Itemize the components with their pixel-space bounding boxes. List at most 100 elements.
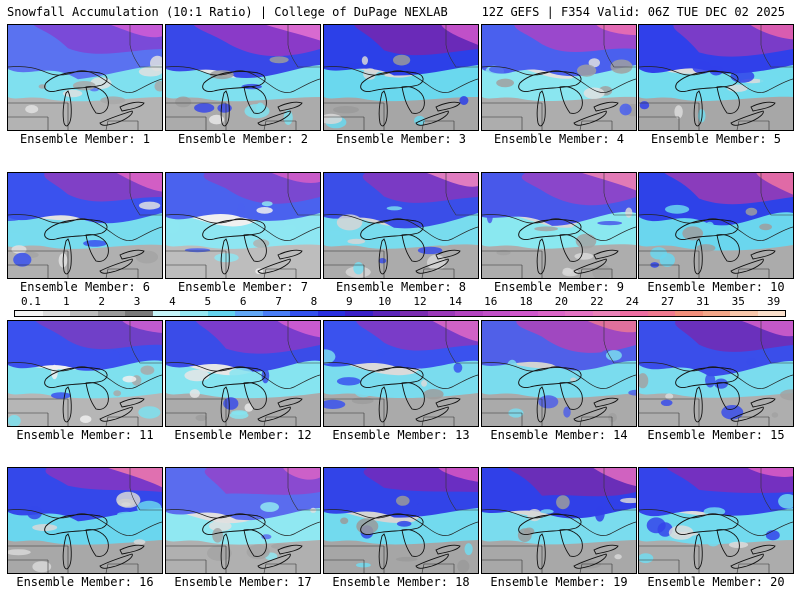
colorbar-swatch — [427, 311, 455, 316]
snow-blob — [189, 389, 200, 398]
snow-blob — [421, 380, 428, 387]
snow-band-extreme — [111, 25, 162, 38]
great-lake-outline — [675, 71, 739, 92]
colorbar-tick-label: 20 — [554, 295, 569, 308]
colorbar-tick-label: 10 — [378, 295, 392, 308]
snow-blob — [410, 492, 420, 506]
ensemble-member-label: Ensemble Member: 4 — [493, 132, 625, 146]
colorbar-tick-label: 2 — [98, 295, 105, 308]
great-lake-outline — [62, 533, 72, 570]
colorbar-swatch — [565, 311, 593, 316]
snowfall-map — [8, 25, 162, 130]
colorbar-tick-label: 6 — [239, 295, 247, 308]
province-border — [760, 468, 793, 511]
ensemble-member-label: Ensemble Member: 16 — [16, 575, 154, 589]
great-lake-outline — [99, 110, 133, 126]
colorbar-swatch — [42, 311, 70, 316]
province-border — [287, 321, 320, 364]
great-lake-outline — [243, 529, 267, 557]
snow-band-very-heavy — [661, 468, 793, 494]
ensemble-member-label: Ensemble Member: 15 — [647, 428, 785, 442]
colorbar-swatch — [97, 311, 125, 316]
great-lake-outline — [220, 238, 230, 275]
province-border — [445, 321, 478, 364]
great-lake-outline — [85, 382, 109, 410]
colorbar-swatch — [592, 311, 620, 316]
great-lake-outline — [360, 367, 424, 388]
snow-blob — [8, 232, 25, 248]
snow-blob — [639, 101, 650, 110]
snow-blob — [771, 222, 778, 239]
ensemble-member-map — [165, 467, 321, 574]
snowfall-map — [324, 468, 478, 573]
snow-blob — [293, 526, 318, 539]
ensemble-member-map — [7, 24, 163, 131]
colorbar-swatch — [262, 311, 290, 316]
snowfall-map — [8, 468, 162, 573]
great-lake-outline — [401, 86, 425, 114]
snow-blob — [363, 68, 377, 80]
great-lake-outline — [257, 258, 291, 274]
snow-blob — [780, 389, 793, 401]
great-lake-outline — [360, 514, 424, 535]
ensemble-member-label: Ensemble Member: 11 — [16, 428, 154, 442]
snow-blob — [214, 253, 239, 263]
snow-blob — [620, 497, 636, 504]
snowfall-map — [166, 25, 320, 130]
ensemble-member-map — [165, 320, 321, 427]
ensemble-member-label: Ensemble Member: 3 — [335, 132, 467, 146]
ensemble-member-map — [481, 320, 637, 427]
snow-blob — [324, 399, 346, 409]
international-border — [324, 509, 478, 536]
colorbar-swatch — [620, 311, 648, 316]
snow-blob — [344, 62, 364, 69]
international-border — [166, 509, 320, 536]
snow-blob — [453, 362, 463, 373]
snow-blob — [540, 509, 554, 514]
snow-blob — [51, 364, 58, 380]
snow-blob — [563, 406, 571, 418]
snow-blob — [393, 54, 411, 66]
snow-blob — [778, 494, 793, 509]
ensemble-member-map — [481, 24, 637, 131]
snow-blob — [256, 207, 273, 214]
snow-blob — [328, 230, 343, 236]
snow-blob — [184, 248, 211, 253]
snowfall-map — [639, 25, 793, 130]
great-lake-outline — [44, 367, 108, 388]
snow-band-extreme — [425, 468, 478, 482]
snow-blob — [354, 385, 373, 398]
snow-blob — [423, 389, 444, 400]
colorbar-swatch — [400, 311, 428, 316]
snow-blob — [256, 102, 265, 114]
snow-band-extreme — [116, 173, 162, 192]
snow-blob — [457, 559, 470, 573]
great-lake-outline — [277, 101, 303, 112]
snow-blob — [229, 411, 249, 419]
international-border — [324, 214, 478, 241]
ensemble-member-map — [7, 172, 163, 279]
international-border — [639, 509, 793, 536]
international-border — [482, 66, 636, 93]
province-border — [603, 468, 636, 511]
great-lake-outline — [277, 249, 303, 260]
colorbar-swatch — [702, 311, 730, 316]
snow-band-extreme — [432, 321, 478, 342]
ensemble-member-map — [638, 467, 794, 574]
province-border — [287, 173, 320, 216]
great-lake-outline — [518, 219, 582, 240]
province-border — [287, 468, 320, 511]
international-border — [482, 214, 636, 241]
snowfall-map — [8, 173, 162, 278]
snow-blob — [246, 544, 270, 560]
snow-blob — [336, 214, 363, 231]
great-lake-outline — [716, 234, 740, 262]
snow-blob — [730, 69, 755, 83]
snow-blob — [765, 530, 780, 541]
colorbar-swatch — [15, 311, 43, 316]
great-lake-outline — [85, 86, 109, 114]
snow-blob — [122, 375, 137, 383]
snow-blob — [619, 103, 632, 116]
state-borders — [482, 250, 613, 278]
snowfall-colorbar — [14, 310, 786, 317]
